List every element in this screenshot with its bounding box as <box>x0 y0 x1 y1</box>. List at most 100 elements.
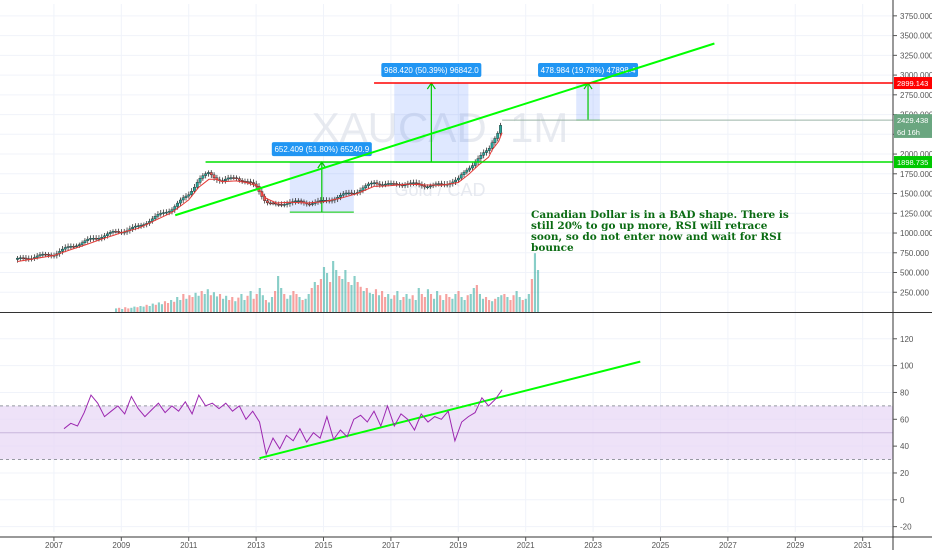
candle-body <box>100 237 104 239</box>
volume-bar <box>417 288 420 312</box>
candle-body <box>21 257 25 259</box>
volume-bar <box>371 294 374 312</box>
volume-bar <box>136 307 139 312</box>
volume-bar <box>151 303 154 312</box>
volume-bar <box>237 297 240 312</box>
time-tick-label: 2023 <box>584 541 602 550</box>
candle-body <box>164 211 168 214</box>
candle-body <box>372 182 376 184</box>
measure-label-bg <box>538 63 639 78</box>
volume-bar <box>377 295 381 312</box>
volume-bar <box>115 308 118 312</box>
time-tick-label: 2015 <box>315 541 333 550</box>
volume-bar <box>270 297 274 312</box>
rsi-tick-label: 120 <box>900 335 914 344</box>
price-tag-bg <box>894 114 932 127</box>
volume-bar <box>157 302 160 312</box>
measure-label-bg <box>271 142 372 157</box>
candle-body <box>487 148 491 151</box>
volume-bar <box>246 295 249 312</box>
volume-bar <box>384 297 387 312</box>
volume-bar <box>359 286 362 312</box>
candle-body <box>249 181 253 183</box>
volume-bar <box>289 295 292 312</box>
price-tick-label: 3750.000 <box>900 12 932 21</box>
volume-bar <box>350 285 353 312</box>
candle-body <box>83 240 87 243</box>
candle-body <box>80 242 84 245</box>
rsi-band <box>0 405 893 461</box>
candle-body <box>322 200 326 202</box>
candle-body <box>91 238 95 240</box>
volume-bar <box>518 297 521 312</box>
price-tag-label: 1898.735 <box>897 158 928 167</box>
volume-bar <box>145 304 148 312</box>
volume-bar <box>325 273 329 312</box>
volume-bar <box>338 276 341 312</box>
rsi-tick-label: -20 <box>900 523 912 532</box>
volume-bar <box>362 291 365 312</box>
volume-bar <box>365 288 368 312</box>
candle-body <box>97 238 101 240</box>
volume-bar <box>533 253 537 312</box>
volume-bar <box>200 291 203 312</box>
candle-body <box>18 257 22 259</box>
volume-bar <box>222 298 225 312</box>
candle-body <box>156 214 160 217</box>
time-tick-label: 2009 <box>112 541 130 550</box>
candle-body <box>367 183 370 186</box>
price-tag-label: 2429.438 <box>897 116 928 125</box>
candle-body <box>77 244 81 247</box>
volume-bar <box>267 302 271 312</box>
candle-body <box>465 169 469 173</box>
candle-body <box>392 183 396 185</box>
volume-bars <box>115 253 540 312</box>
price-tags: 2899.143 2429.438 6d 16h 1898.735 <box>894 77 932 169</box>
candle-body <box>389 183 393 185</box>
volume-bar <box>484 297 488 312</box>
candle-body <box>383 183 387 186</box>
volume-bar <box>445 294 448 312</box>
candle-body <box>162 212 165 214</box>
volume-bar <box>500 295 503 312</box>
candle-body <box>212 174 216 178</box>
candle-body <box>299 200 303 203</box>
price-tag-bg <box>894 125 932 138</box>
price-tick-label: 3500.000 <box>900 32 932 41</box>
candle-body <box>111 231 115 233</box>
candle-body <box>24 257 28 260</box>
candle-body <box>437 183 441 185</box>
volume-bar <box>432 298 436 312</box>
volume-bar <box>243 300 246 312</box>
price-tick-label: 750.000 <box>900 249 929 258</box>
volume-bar <box>390 298 393 312</box>
candle-body <box>308 203 311 206</box>
moving-average-line <box>17 132 503 262</box>
volume-bar <box>503 294 506 312</box>
candle-body <box>207 172 210 174</box>
candle-body <box>195 182 199 188</box>
candle-body <box>237 178 241 181</box>
candle-body <box>69 246 73 248</box>
volume-bar <box>280 288 283 312</box>
candle-body <box>462 171 466 175</box>
volume-bar <box>368 292 371 312</box>
volume-bar <box>460 297 463 312</box>
candle-body <box>178 199 182 204</box>
time-tick-label: 2029 <box>786 541 804 550</box>
volume-bar <box>170 300 173 312</box>
volume-bar <box>494 298 497 312</box>
volume-bar <box>234 301 237 312</box>
candle-body <box>201 175 205 179</box>
time-tick-label: 2031 <box>854 541 872 550</box>
rsi-tick-label: 80 <box>900 388 909 397</box>
candle-body <box>496 133 500 139</box>
volume-bar <box>316 285 319 312</box>
candle-body <box>38 254 42 257</box>
candle-body <box>319 200 323 202</box>
candle-body <box>414 182 418 184</box>
candle-body <box>193 186 196 192</box>
candle-body <box>459 174 463 179</box>
candle-body <box>266 200 269 204</box>
